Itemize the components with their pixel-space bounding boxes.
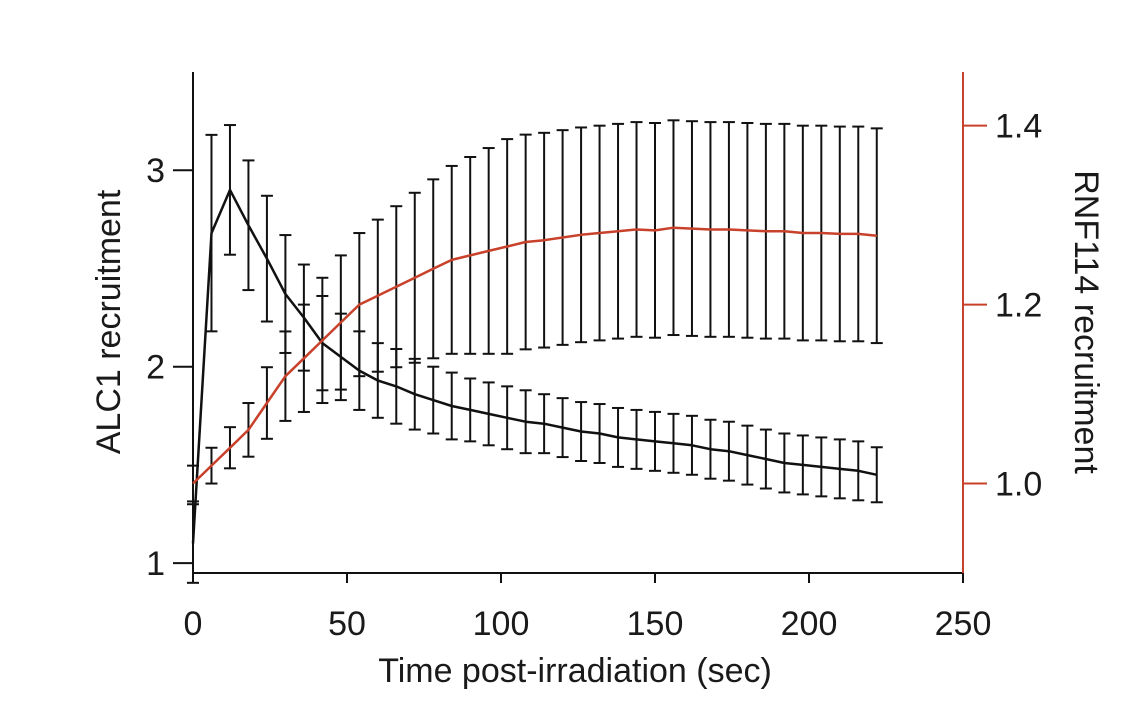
series-line-rnf114: [192, 226, 877, 485]
right-y-tick-label: 1.0: [995, 466, 1042, 504]
x-tick-label: 50: [328, 605, 366, 643]
x-tick-label: 0: [184, 605, 203, 643]
left-y-tick-label: 3: [146, 152, 165, 190]
right-y-ticks: 1.0 1.2 1.4: [963, 108, 1042, 504]
right-y-tick-label: 1.2: [995, 287, 1042, 325]
x-axis-title: Time post-irradiation (sec): [378, 652, 772, 690]
left-y-axis-title: ALC1 recruitment: [90, 189, 128, 454]
series-layer: [187, 119, 883, 584]
x-tick-label: 200: [781, 605, 838, 643]
left-y-tick-label: 1: [146, 545, 165, 583]
x-tick-label: 250: [935, 605, 992, 643]
right-y-axis-title: RNF114 recruitment: [1067, 170, 1105, 474]
series-rnf114: [187, 119, 883, 503]
left-y-ticks: 1 2 3: [146, 152, 193, 583]
x-ticks: 0 50 100 150 200 250: [184, 573, 992, 643]
series-alc1: [187, 124, 883, 584]
x-tick-label: 100: [473, 605, 530, 643]
x-tick-label: 150: [627, 605, 684, 643]
right-y-tick-label: 1.4: [995, 108, 1042, 146]
series-line-alc1: [191, 188, 878, 544]
left-y-tick-label: 2: [146, 349, 165, 387]
